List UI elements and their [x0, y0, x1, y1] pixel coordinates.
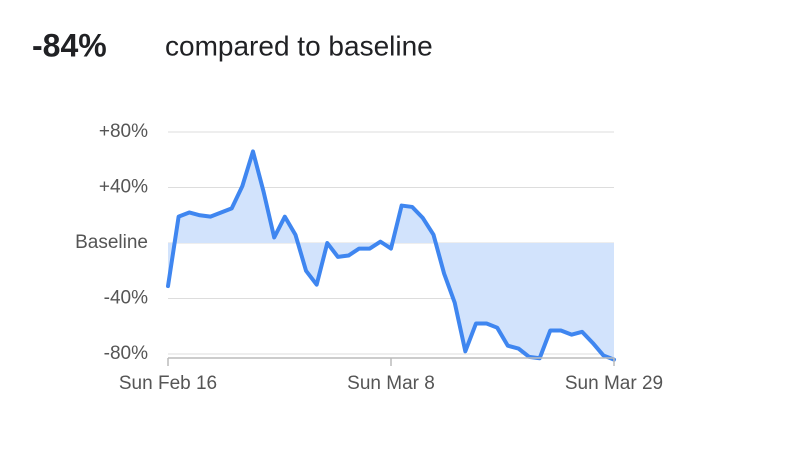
- headline-value: -84%: [32, 27, 107, 63]
- x-tick-label: Sun Mar 8: [347, 373, 435, 394]
- y-tick-label: +80%: [99, 121, 148, 142]
- y-tick-label: -40%: [104, 288, 148, 309]
- plot: [166, 149, 616, 362]
- x-tick-label: Sun Mar 29: [565, 373, 663, 394]
- area: [168, 151, 614, 360]
- headline-label: compared to baseline: [165, 30, 433, 61]
- y-tick-label: -80%: [104, 343, 148, 364]
- x-axis-labels: Sun Feb 16 Sun Mar 8 Sun Mar 29: [119, 358, 663, 394]
- y-tick-label: Baseline: [75, 232, 148, 253]
- y-tick-label: +40%: [99, 177, 148, 198]
- x-tick-label: Sun Feb 16: [119, 373, 217, 394]
